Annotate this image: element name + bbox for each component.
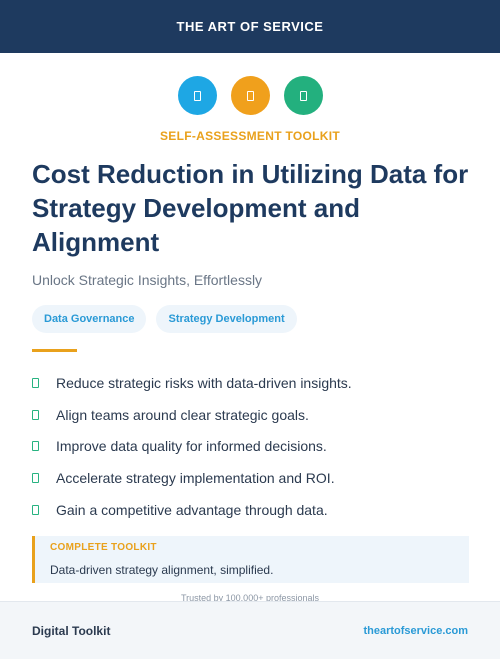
benefit-text: Improve data quality for informed decisi… [56, 438, 327, 455]
benefit-text: Accelerate strategy implementation and R… [56, 469, 335, 486]
checkbox-icon [32, 441, 39, 452]
accent-divider [32, 349, 77, 352]
tag-data-governance: Data Governance [32, 305, 147, 333]
footer-label: Digital Toolkit [32, 623, 111, 638]
tag-strategy-development: Strategy Development [156, 305, 297, 333]
trusted-note: Trusted by 100,000+ professionals [180, 593, 319, 601]
toolkit-callout: COMPLETE TOOLKIT Data-driven strategy al… [32, 536, 469, 583]
page-subtitle: Unlock Strategic Insights, Effortlessly [32, 272, 263, 288]
list-item: Improve data quality for informed decisi… [32, 430, 472, 462]
benefit-text: Gain a competitive advantage through dat… [56, 501, 328, 518]
top-banner: THE ART OF SERVICE [0, 0, 500, 53]
benefit-text: Reduce strategic risks with data-driven … [56, 374, 352, 391]
page-title: Cost Reduction in Utilizing Data for Str… [32, 159, 469, 257]
checkbox-icon [32, 377, 39, 388]
checkbox-icon [32, 409, 39, 420]
website-link[interactable]: theartofservice.com [363, 624, 468, 637]
list-item: Accelerate strategy implementation and R… [32, 462, 472, 494]
footer: Digital Toolkit theartofservice.com [0, 601, 500, 659]
document-icon [177, 76, 217, 115]
kicker-label: SELF-ASSESSMENT TOOLKIT [159, 129, 341, 143]
benefit-list: Reduce strategic risks with data-driven … [32, 367, 472, 525]
list-item: Gain a competitive advantage through dat… [32, 494, 472, 526]
checkbox-icon [32, 472, 39, 483]
checkbox-icon [32, 504, 39, 515]
benefit-text: Align teams around clear strategic goals… [56, 406, 309, 423]
callout-label: COMPLETE TOOLKIT [50, 542, 157, 553]
callout-text: Data-driven strategy alignment, simplifi… [50, 563, 274, 577]
icon-row [0, 76, 500, 115]
brand-name: THE ART OF SERVICE [176, 19, 324, 34]
list-item: Reduce strategic risks with data-driven … [32, 367, 472, 399]
document-icon [283, 76, 323, 115]
document-icon [230, 76, 270, 115]
list-item: Align teams around clear strategic goals… [32, 399, 472, 431]
tag-list: Data Governance Strategy Development [32, 305, 297, 333]
